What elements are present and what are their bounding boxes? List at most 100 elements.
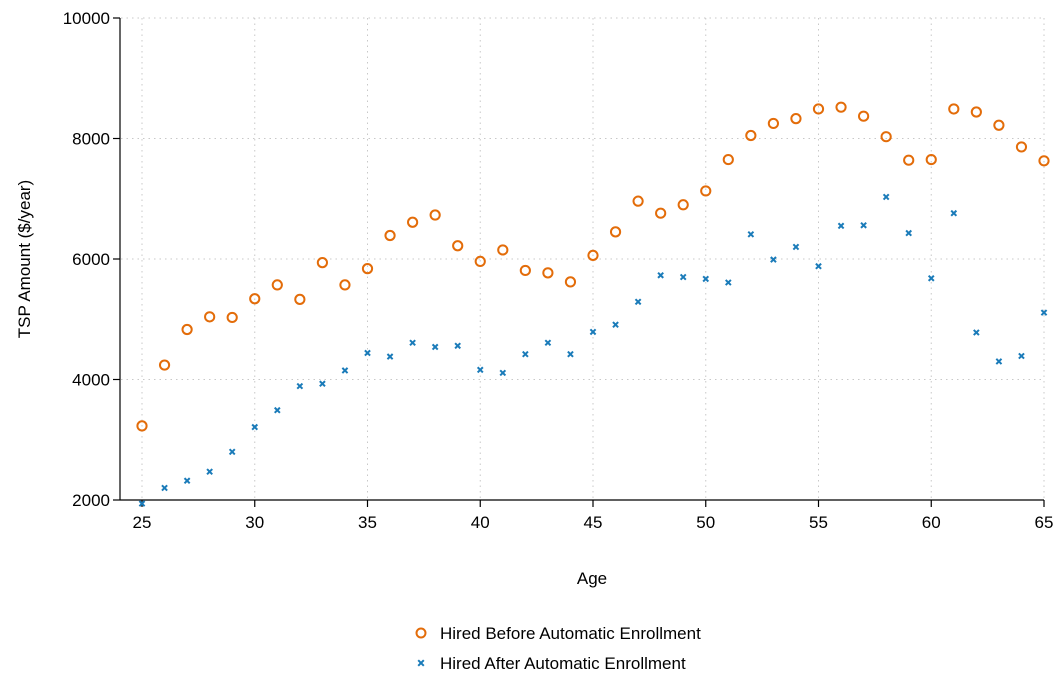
point-after [386,353,394,360]
point-after [905,229,913,237]
point-after [770,256,777,263]
point-before [542,267,554,279]
point-after [860,221,867,229]
point-after [1040,309,1048,316]
point-after [1018,352,1025,360]
point-before [429,209,441,221]
point-after [973,329,980,336]
point-before [294,293,306,305]
point-before [249,293,261,305]
point-after [950,209,958,217]
point-before [158,359,171,371]
point-after [589,328,597,336]
point-before [858,110,870,122]
point-after [183,477,191,485]
x-tick-label: 60 [922,513,941,532]
point-before [722,153,734,166]
point-after [499,369,507,377]
point-before [181,323,193,336]
point-after [296,382,304,390]
point-before [880,131,892,143]
point-before [452,240,464,252]
x-tick-label: 45 [584,513,603,532]
legend-marker-before [415,627,427,639]
point-after [454,342,462,350]
point-after [679,273,687,281]
point-before [677,199,689,211]
point-before [925,153,937,166]
point-after [815,262,822,270]
x-tick-label: 25 [133,513,152,532]
data-points [136,101,1050,507]
point-after [995,358,1003,365]
point-after [206,468,213,475]
point-before [609,226,622,238]
point-after [747,230,755,238]
point-before [745,129,757,142]
x-tick-label: 35 [358,513,377,532]
legend: Hired Before Automatic Enrollment Hired … [415,624,701,673]
point-before [136,420,148,432]
gridlines [121,17,1045,501]
point-after [319,380,326,388]
point-before [790,113,802,125]
point-before [948,103,960,115]
y-tick-label: 2000 [72,491,110,510]
x-axis-title: Age [577,569,607,588]
point-before [1038,155,1050,167]
y-tick-label: 6000 [72,250,110,269]
point-before [226,311,238,324]
y-tick-label: 4000 [72,371,110,390]
point-after [273,406,281,414]
point-before [835,101,847,113]
point-after [409,339,416,347]
point-before [316,257,328,269]
point-after [927,274,935,282]
point-after [792,243,800,251]
point-after [724,279,732,286]
point-before [655,207,667,219]
point-after [612,321,619,328]
point-before [903,154,915,166]
point-before [339,279,351,291]
point-before [993,119,1005,131]
point-before [204,311,216,323]
point-before [632,195,644,207]
point-after [138,500,146,507]
x-tick-label: 30 [245,513,264,532]
x-tick-label: 65 [1035,513,1054,532]
point-after [657,271,664,279]
legend-label-after: Hired After Automatic Enrollment [440,654,686,673]
x-tick-label: 50 [696,513,715,532]
point-before [271,279,283,291]
point-after [251,423,259,431]
point-after [431,343,439,351]
point-before [519,264,531,277]
point-before [812,103,825,115]
point-after [522,350,529,358]
y-tick-label: 10000 [63,9,110,28]
point-after [161,484,168,492]
point-after [364,349,371,357]
point-before [587,249,599,261]
point-after [341,367,349,374]
y-ticks: 2000 4000 6000 8000 10000 [63,9,120,510]
point-after [567,350,574,358]
x-tick-label: 40 [471,513,490,532]
point-after [544,339,552,347]
point-before [970,106,982,118]
point-before [700,185,712,197]
point-before [1015,141,1028,153]
legend-label-before: Hired Before Automatic Enrollment [440,624,701,643]
x-ticks: 25 30 35 40 45 50 55 60 65 [133,500,1054,532]
point-after [476,366,484,374]
point-before [564,276,577,288]
point-before [474,255,486,268]
point-before [384,229,396,242]
point-after [228,448,236,456]
legend-marker-after [417,659,425,667]
point-after [882,193,890,201]
point-after [702,275,710,283]
point-before [361,263,374,275]
